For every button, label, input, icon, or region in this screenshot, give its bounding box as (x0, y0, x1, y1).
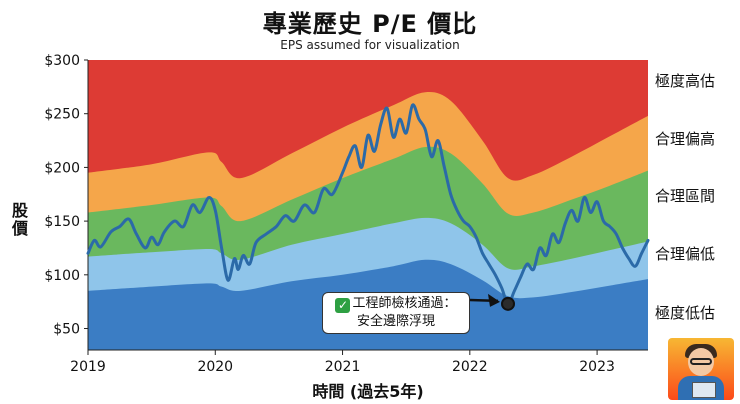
avatar-glasses (690, 358, 712, 365)
y-tick-label: $300 (44, 53, 80, 69)
y-tick-label: $200 (44, 160, 80, 176)
callout-line-1: 工程師檢核通過： (352, 296, 457, 311)
y-tick-label: $100 (44, 268, 80, 284)
page-subtitle: EPS assumed for visualization (280, 38, 460, 52)
annotation-callout: ✓ 工程師檢核通過： 安全邊際浮現 (322, 292, 470, 334)
y-axis-label: 股價 (9, 202, 28, 238)
x-tick-label: 2022 (452, 359, 488, 375)
band-label: 極度低估 (655, 304, 715, 322)
y-tick-label: $50 (53, 322, 80, 338)
band-label: 合理偏低 (655, 245, 715, 263)
x-axis-label: 時間 (過去5年) (312, 382, 424, 401)
callout-arrow-head (488, 293, 500, 307)
highlight-point-marker (501, 296, 515, 311)
y-tick-label: $150 (44, 214, 80, 230)
band-label: 極度高估 (655, 72, 715, 90)
y-tick-label: $250 (44, 107, 80, 123)
x-tick-label: 2021 (325, 359, 361, 375)
check-mark-icon: ✓ (335, 298, 351, 313)
chart-axes: $50 $100 $150 $200 $250 $300 2019 2020 2021 2022 2… (44, 53, 648, 375)
band-label: 合理區間 (655, 187, 715, 205)
price-line (86, 103, 650, 306)
x-tick-label: 2020 (197, 359, 233, 375)
avatar-tablet (692, 382, 716, 398)
x-tick-label: 2019 (70, 359, 106, 375)
callout-line-2: 安全邊際浮現 (356, 314, 435, 329)
price-series (86, 103, 650, 311)
x-tick-label: 2023 (579, 359, 615, 375)
band-label: 合理偏高 (655, 130, 715, 148)
page-title: 專業歷史 P/E 價比 (262, 10, 478, 38)
presenter-avatar-image (668, 338, 734, 400)
